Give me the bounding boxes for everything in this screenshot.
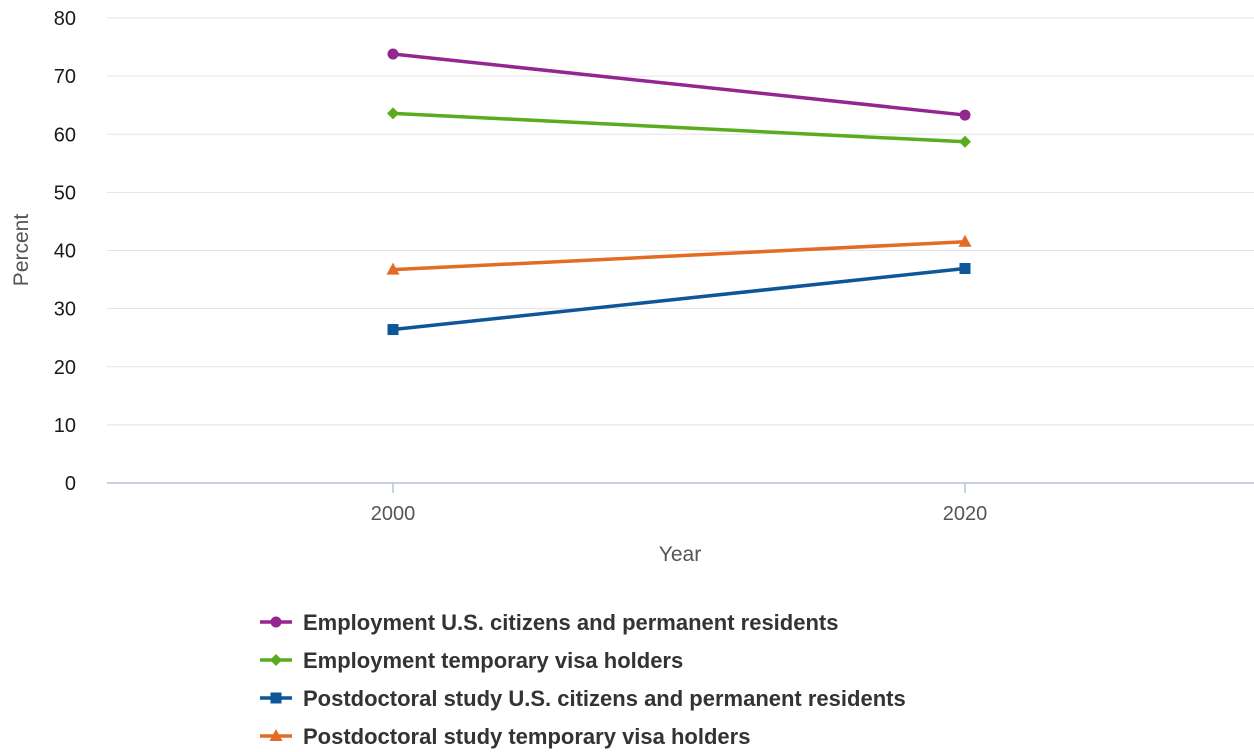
- legend[interactable]: Employment U.S. citizens and permanent r…: [260, 610, 906, 749]
- y-tick-label: 10: [54, 415, 76, 437]
- legend-item[interactable]: Employment U.S. citizens and permanent r…: [260, 610, 838, 635]
- data-point: [958, 234, 972, 247]
- legend-item[interactable]: Postdoctoral study U.S. citizens and per…: [260, 686, 906, 711]
- y-tick-label: 40: [54, 241, 76, 263]
- data-point: [386, 262, 400, 275]
- series: [387, 107, 971, 148]
- legend-item[interactable]: Postdoctoral study temporary visa holder…: [260, 724, 750, 749]
- gridlines: [107, 17, 1254, 426]
- series-line: [392, 266, 966, 332]
- legend-marker: [269, 729, 283, 741]
- y-tick-label: 80: [54, 8, 76, 30]
- legend-label: Postdoctoral study U.S. citizens and per…: [303, 686, 906, 711]
- legend-item[interactable]: Employment temporary visa holders: [260, 648, 683, 673]
- data-point: [959, 263, 971, 275]
- y-tick-label: 0: [65, 473, 76, 495]
- series: [386, 234, 972, 275]
- legend-marker: [270, 616, 282, 628]
- y-tick-label: 30: [54, 299, 76, 321]
- data-point: [387, 48, 399, 60]
- data-point: [959, 135, 971, 148]
- y-tick-label: 60: [54, 124, 76, 146]
- series-line: [392, 240, 966, 272]
- data-point: [387, 107, 399, 120]
- series-line: [392, 111, 966, 144]
- legend-label: Postdoctoral study temporary visa holder…: [303, 724, 750, 749]
- legend-marker: [270, 654, 282, 666]
- series: [387, 48, 971, 121]
- series-line: [392, 52, 966, 117]
- x-tick-label: 2000: [371, 503, 416, 525]
- x-tick-label: 2020: [943, 503, 988, 525]
- legend-label: Employment U.S. citizens and permanent r…: [303, 610, 838, 635]
- y-axis-title: Percent: [10, 214, 33, 287]
- y-tick-label: 50: [54, 182, 76, 204]
- x-axis: 2000 2020: [107, 482, 1254, 525]
- x-axis-title: Year: [659, 543, 701, 566]
- y-axis-ticks: 0 10 20 30 40 50 60 70 80: [54, 8, 76, 495]
- y-tick-label: 20: [54, 357, 76, 379]
- data-point: [959, 109, 971, 121]
- data-point: [387, 324, 399, 336]
- series: [387, 263, 971, 336]
- legend-label: Employment temporary visa holders: [303, 648, 683, 673]
- legend-marker: [270, 692, 282, 704]
- series-layer: [386, 48, 972, 336]
- y-tick-label: 70: [54, 66, 76, 88]
